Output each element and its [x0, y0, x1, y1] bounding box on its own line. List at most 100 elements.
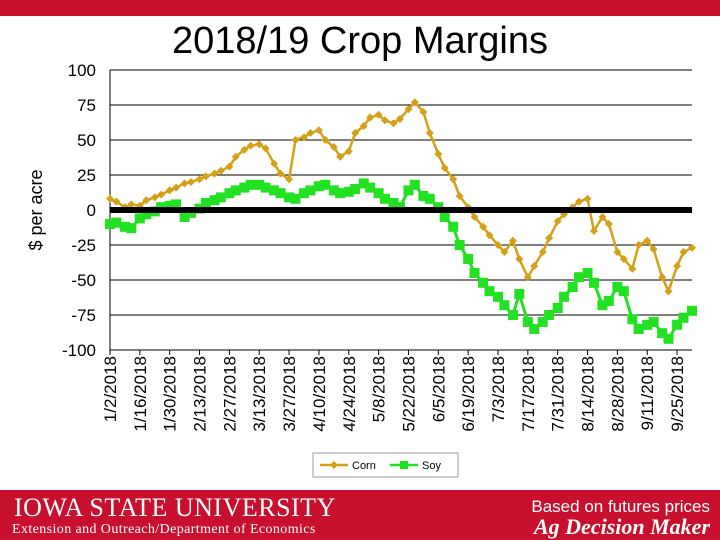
data-point-corn	[575, 197, 583, 206]
data-point-corn	[225, 162, 234, 171]
data-point-corn	[270, 159, 279, 168]
data-point-soy	[522, 317, 533, 327]
data-point-corn	[449, 175, 458, 184]
data-point-corn	[643, 236, 652, 245]
data-point-soy	[245, 179, 256, 190]
crop-margins-chart: 100 75 50 25 0 -25 -50 -75 -100 $ per acre 1/2/201…	[26, 61, 697, 478]
x-tick-label: 4/24/2018	[340, 356, 359, 432]
data-point-soy	[448, 221, 459, 232]
data-point-soy	[648, 317, 659, 327]
data-point-soy	[454, 240, 465, 250]
data-point-corn	[329, 143, 338, 151]
y-tick-label: -50	[71, 271, 96, 290]
x-tick-label: 9/11/2018	[638, 356, 657, 430]
data-point-corn	[187, 178, 195, 186]
data-point-soy	[305, 185, 316, 196]
data-point-corn	[285, 175, 294, 184]
data-point-soy	[499, 300, 510, 311]
data-point-soy	[290, 193, 301, 204]
futures-note: Based on futures prices	[531, 497, 710, 516]
data-point-soy	[328, 185, 339, 196]
data-point-soy	[574, 272, 585, 283]
data-point-corn	[321, 136, 330, 144]
data-point-soy	[409, 179, 420, 190]
data-point-corn	[395, 115, 404, 123]
data-point-corn	[344, 147, 353, 156]
data-point-corn	[494, 241, 502, 249]
data-point-corn	[530, 262, 539, 270]
x-tick-label: 6/5/2018	[429, 356, 448, 422]
data-point-corn	[688, 243, 696, 252]
data-point-corn	[425, 129, 434, 137]
data-point-soy	[179, 212, 190, 222]
data-point-corn	[157, 190, 166, 199]
data-point-soy	[627, 314, 638, 325]
data-point-soy	[424, 193, 435, 204]
x-tick-label: 7/3/2018	[489, 356, 508, 422]
data-point-corn	[664, 287, 673, 296]
data-point-corn	[291, 136, 300, 144]
y-tick-label: 50	[77, 131, 96, 150]
data-point-corn	[479, 222, 488, 231]
data-point-soy	[418, 191, 429, 201]
data-point-corn	[628, 264, 637, 273]
data-point-soy	[507, 310, 518, 320]
data-point-corn	[613, 248, 622, 256]
data-point-corn	[500, 248, 509, 256]
data-point-soy	[484, 286, 495, 297]
data-point-soy	[544, 310, 555, 320]
data-point-corn	[127, 200, 136, 209]
data-point-corn	[216, 166, 225, 175]
x-tick-label: 4/10/2018	[310, 356, 329, 432]
data-point-soy	[141, 209, 152, 220]
data-point-soy	[373, 188, 384, 199]
data-point-soy	[134, 213, 145, 224]
x-tick-label: 8/28/2018	[608, 356, 627, 432]
data-point-corn	[389, 119, 398, 128]
data-point-corn	[261, 144, 270, 153]
y-tick-label: -100	[62, 341, 96, 360]
data-point-corn	[485, 231, 494, 240]
ag-decision-maker-logo: Ag Decision Maker	[534, 514, 710, 539]
data-point-corn	[314, 126, 323, 135]
university-name: IOWA STATE UNIVERSITY	[14, 493, 336, 522]
data-point-soy	[469, 268, 480, 278]
data-point-soy	[514, 289, 525, 299]
x-tick-label: 5/8/2018	[370, 356, 389, 422]
data-point-soy	[335, 188, 346, 199]
data-point-corn	[679, 248, 688, 256]
data-point-corn	[306, 129, 315, 137]
data-point-soy	[209, 195, 220, 206]
data-point-corn	[374, 110, 383, 119]
data-point-corn	[508, 236, 517, 245]
data-point-corn	[515, 255, 524, 263]
data-point-soy	[612, 282, 623, 292]
data-point-corn	[440, 164, 449, 172]
data-point-corn	[545, 234, 554, 242]
data-point-corn	[434, 150, 443, 158]
data-point-soy	[657, 328, 668, 339]
x-tick-label: 9/25/2018	[668, 356, 687, 432]
data-point-corn	[359, 122, 368, 130]
data-point-soy	[493, 291, 503, 302]
data-point-soy	[358, 178, 369, 189]
data-point-soy	[164, 200, 175, 211]
data-point-corn	[523, 273, 532, 282]
data-point-corn	[231, 152, 240, 161]
data-point-corn	[598, 213, 607, 221]
y-tick-label: 75	[77, 96, 96, 115]
data-point-soy	[275, 188, 286, 199]
top-red-bar	[0, 0, 720, 16]
data-point-corn	[604, 220, 613, 228]
data-point-soy	[111, 217, 122, 228]
legend-label-soy: Soy	[422, 460, 441, 472]
data-point-soy	[478, 277, 489, 288]
data-point-soy	[603, 296, 614, 306]
data-point-corn	[649, 245, 658, 254]
data-point-soy	[215, 192, 226, 203]
data-point-corn	[240, 145, 249, 154]
data-point-corn	[150, 193, 159, 202]
x-tick-label: 1/2/2018	[101, 356, 120, 422]
data-point-soy	[343, 186, 354, 197]
data-point-corn	[455, 192, 464, 200]
